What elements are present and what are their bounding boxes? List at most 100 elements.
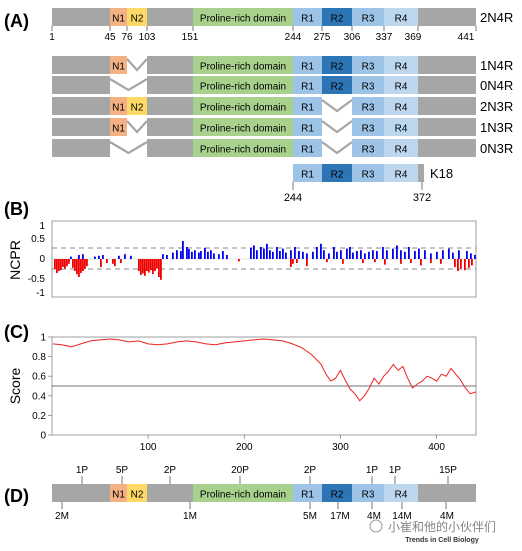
tick-label: 275 xyxy=(314,32,331,43)
ncpr-positive-bar xyxy=(376,251,378,259)
k18-tail xyxy=(418,164,424,182)
phospho-ticks xyxy=(81,476,449,484)
domain-r3 xyxy=(352,484,384,502)
tick-label: 151 xyxy=(182,32,199,43)
phospho-label: 2P xyxy=(164,465,177,476)
methyl-ticks xyxy=(61,502,447,509)
journal-name: Trends in Cell Biology xyxy=(405,537,479,544)
domain-r1 xyxy=(293,76,322,94)
domain-r1 xyxy=(293,8,322,26)
domain-n1 xyxy=(110,484,127,502)
domain-r4 xyxy=(384,8,418,26)
ncpr-negative-bar xyxy=(120,259,122,263)
ncpr-positive-bar xyxy=(269,250,271,259)
panel-label-b: (B) xyxy=(4,199,29,219)
domain-proline-rich xyxy=(193,76,293,94)
ncpr-positive-bar xyxy=(340,250,342,259)
ncpr-positive-bar xyxy=(424,250,426,259)
ncpr-positive-bar xyxy=(222,251,224,259)
ncpr-negative-bar xyxy=(154,259,156,271)
ncpr-negative-bar xyxy=(66,259,68,267)
ncpr-positive-bar xyxy=(386,250,388,259)
phospho-label: 5P xyxy=(116,465,129,476)
ncpr-negative-bar xyxy=(420,259,422,266)
ncpr-positive-bar xyxy=(436,251,438,259)
ncpr-negative-bar xyxy=(460,259,462,269)
tau-c-terminal-segment xyxy=(418,76,476,94)
ncpr-negative-bar xyxy=(54,259,56,269)
domain-r4-label: R4 xyxy=(395,14,408,25)
domain-r3 xyxy=(352,139,384,157)
ncpr-positive-bar xyxy=(124,254,126,259)
domain-r4 xyxy=(384,484,418,502)
ncpr-ytick: 1 xyxy=(39,221,45,232)
k18-name: K18 xyxy=(430,166,453,181)
ncpr-negative-bar xyxy=(106,259,108,263)
ncpr-negative-bar xyxy=(140,259,142,275)
domain-r1 xyxy=(293,484,322,502)
domain-n1 xyxy=(110,8,127,26)
domain-label: R1 xyxy=(301,62,314,73)
ncpr-positive-bar xyxy=(408,247,410,259)
ncpr-positive-bar xyxy=(302,251,304,259)
domain-n2-label: N2 xyxy=(131,14,144,25)
isoform-name: 1N4R xyxy=(480,58,513,73)
ncpr-negative-bar xyxy=(430,259,432,263)
ncpr-positive-bar xyxy=(320,243,322,259)
ncpr-positive-bar xyxy=(470,253,472,259)
ncpr-positive-bar xyxy=(360,250,362,259)
domain-label: Proline-rich domain xyxy=(200,62,286,73)
domain-r1 xyxy=(293,164,322,182)
ncpr-ytick: 0 xyxy=(39,254,45,265)
residue-ticks xyxy=(51,26,477,31)
panel-label-a: (A) xyxy=(4,11,29,31)
domain-r3 xyxy=(352,164,384,182)
domain-r2 xyxy=(322,8,352,26)
tau-c-terminal-segment xyxy=(418,139,476,157)
domain-proline-rich xyxy=(193,97,293,115)
domain-r2-label: R2 xyxy=(331,170,344,181)
score-ylabel: Score xyxy=(7,368,23,405)
tau-c-terminal-segment xyxy=(418,56,476,74)
ncpr-negative-bar xyxy=(100,259,102,267)
domain-r2 xyxy=(322,484,352,502)
ncpr-negative-bar xyxy=(114,259,116,267)
ncpr-positive-bar xyxy=(356,251,358,259)
domain-r2-label: R2 xyxy=(331,14,344,25)
domain-r2-label: R2 xyxy=(331,490,344,501)
tau-linker-segment xyxy=(147,118,193,136)
ncpr-positive-bar xyxy=(349,247,351,259)
ncpr-negative-bar xyxy=(362,259,364,263)
tau-linker-segment xyxy=(147,76,193,94)
ncpr-positive-bar xyxy=(188,249,190,259)
phospho-label: 2P xyxy=(304,465,317,476)
domain-label: R1 xyxy=(301,82,314,93)
ncpr-negative-bar xyxy=(160,259,162,280)
domain-r3 xyxy=(352,56,384,74)
ptm-map: N1 N2 Proline-rich domain R1 R2 R3 R4 1P… xyxy=(52,465,476,522)
methyl-label: 5M xyxy=(303,511,317,522)
ncpr-negative-bar xyxy=(76,259,78,275)
ncpr-negative-bar xyxy=(78,259,80,277)
residue-tick-labels: 1 45 76 103 151 244 275 306 337 369 441 xyxy=(49,32,475,43)
methyl-label: 4M xyxy=(440,511,454,522)
methyl-labels: 2M 1M 5M 17M 4M 14M 4M xyxy=(55,511,454,522)
ncpr-negative-bar xyxy=(142,259,144,274)
domain-label: R1 xyxy=(301,145,314,156)
ncpr-negative-bar xyxy=(400,259,402,264)
tick-label: 45 xyxy=(104,32,116,43)
domain-r3-label: R3 xyxy=(362,14,375,25)
r2-deletion xyxy=(321,141,353,155)
ncpr-plot: 1 0.5 0 -0.5 -1 NCPR xyxy=(7,220,477,299)
tau-n-terminal-segment xyxy=(52,118,110,136)
ncpr-positive-bar xyxy=(328,253,330,259)
ncpr-negative-bar xyxy=(464,259,466,271)
domain-label: R3 xyxy=(362,124,375,135)
tau-c-terminal-segment xyxy=(418,8,476,26)
ncpr-positive-bar xyxy=(466,251,468,259)
tau-c-terminal-segment xyxy=(418,484,476,502)
domain-r1-label: R1 xyxy=(301,490,314,501)
ncpr-positive-bar xyxy=(346,248,348,259)
ncpr-positive-bar xyxy=(186,247,188,259)
